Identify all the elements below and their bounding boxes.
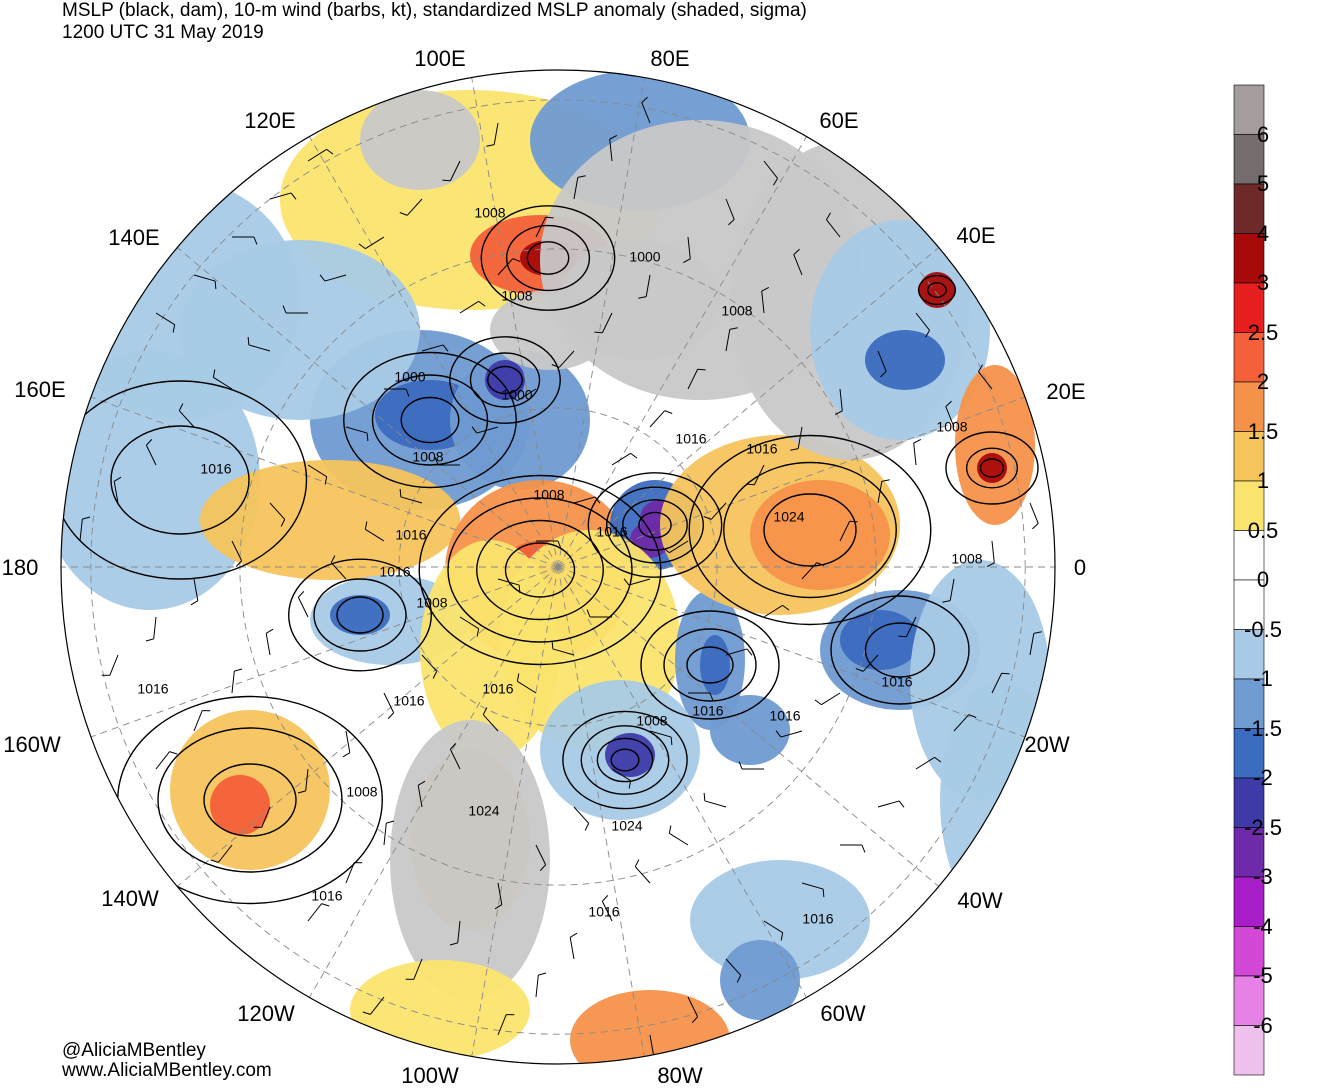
isobar-label: 1008 — [936, 419, 967, 435]
longitude-label: 100W — [401, 1063, 458, 1089]
isobar-label: 1000 — [394, 369, 425, 385]
colorbar-tick-label: 0.5 — [1248, 518, 1279, 544]
isobar-label: 1024 — [611, 818, 642, 834]
longitude-label: 60E — [819, 108, 858, 134]
isobar-label: 1016 — [137, 681, 168, 697]
longitude-label: 140W — [101, 886, 158, 912]
isobar-label: 1008 — [951, 551, 982, 567]
isobar-label: 1016 — [675, 431, 706, 447]
isobar-label: 1016 — [482, 681, 513, 697]
longitude-label: 100E — [414, 46, 465, 72]
longitude-label: 0 — [1074, 555, 1086, 581]
isobar-label: 1008 — [636, 713, 667, 729]
colorbar-tick-label: -2.5 — [1244, 815, 1282, 841]
isobar-label: 1008 — [346, 784, 377, 800]
longitude-label: 180 — [2, 555, 39, 581]
isobar-label: 1024 — [468, 803, 499, 819]
longitude-label: 120E — [244, 108, 295, 134]
colorbar-tick-label: 1 — [1257, 468, 1269, 494]
colorbar-tick-label: 3 — [1257, 270, 1269, 296]
longitude-label: 160W — [3, 732, 60, 758]
colorbar-tick-label: 4 — [1257, 221, 1269, 247]
colorbar-tick-label: -0.5 — [1244, 617, 1282, 643]
isobar-label: 1008 — [501, 288, 532, 304]
colorbar-tick-label: -4 — [1253, 914, 1273, 940]
longitude-label: 160E — [14, 377, 65, 403]
colorbar-tick-label: -6 — [1253, 1013, 1273, 1039]
longitude-label: 80W — [657, 1063, 702, 1089]
longitude-label: 80E — [650, 46, 689, 72]
isobar-label: 1016 — [200, 461, 231, 477]
colorbar-tick-label: 6 — [1257, 122, 1269, 148]
isobar-label: 1016 — [393, 693, 424, 709]
isobar-label: 1016 — [311, 888, 342, 904]
colorbar-tick-label: -3 — [1253, 864, 1273, 890]
isobar-label: 1008 — [721, 303, 752, 319]
longitude-label: 40E — [956, 223, 995, 249]
isobar-label: 1016 — [379, 564, 410, 580]
isobar-label: 1008 — [533, 487, 564, 503]
colorbar-tick-label: -5 — [1253, 963, 1273, 989]
colorbar-tick-label: 1.5 — [1248, 419, 1279, 445]
isobar-label: 1008 — [412, 449, 443, 465]
isobar-label: 1000 — [501, 387, 532, 403]
colorbar-tick-label: -2 — [1253, 765, 1273, 791]
longitude-label: 20E — [1046, 379, 1085, 405]
colorbar-tick-label: 2 — [1257, 369, 1269, 395]
longitude-label: 140E — [108, 225, 159, 251]
isobar-label: 1016 — [692, 703, 723, 719]
isobar-label: 1016 — [881, 674, 912, 690]
isobar-label: 1016 — [395, 527, 426, 543]
longitude-label: 60W — [820, 1001, 865, 1027]
credit-handle: @AliciaMBentley — [62, 1040, 206, 1062]
longitude-label: 20W — [1024, 732, 1069, 758]
colorbar-tick-label: 0 — [1257, 567, 1269, 593]
colorbar-tick-label: -1 — [1253, 666, 1273, 692]
isobar-label: 1016 — [769, 708, 800, 724]
isobar-label: 1008 — [416, 595, 447, 611]
isobar-label: 1024 — [773, 509, 804, 525]
isobar-label: 1000 — [629, 249, 660, 265]
colorbar-tick-label: 5 — [1257, 171, 1269, 197]
colorbar-tick-label: 2.5 — [1248, 320, 1279, 346]
isobar-label: 1016 — [588, 904, 619, 920]
isobar-label: 1016 — [596, 524, 627, 540]
credit-website: www.AliciaMBentley.com — [62, 1060, 272, 1082]
isobar-label: 1008 — [474, 205, 505, 221]
colorbar-tick-label: -1.5 — [1244, 716, 1282, 742]
longitude-label: 120W — [237, 1001, 294, 1027]
isobar-label: 1016 — [746, 441, 777, 457]
longitude-label: 40W — [957, 888, 1002, 914]
isobar-label: 1016 — [802, 911, 833, 927]
